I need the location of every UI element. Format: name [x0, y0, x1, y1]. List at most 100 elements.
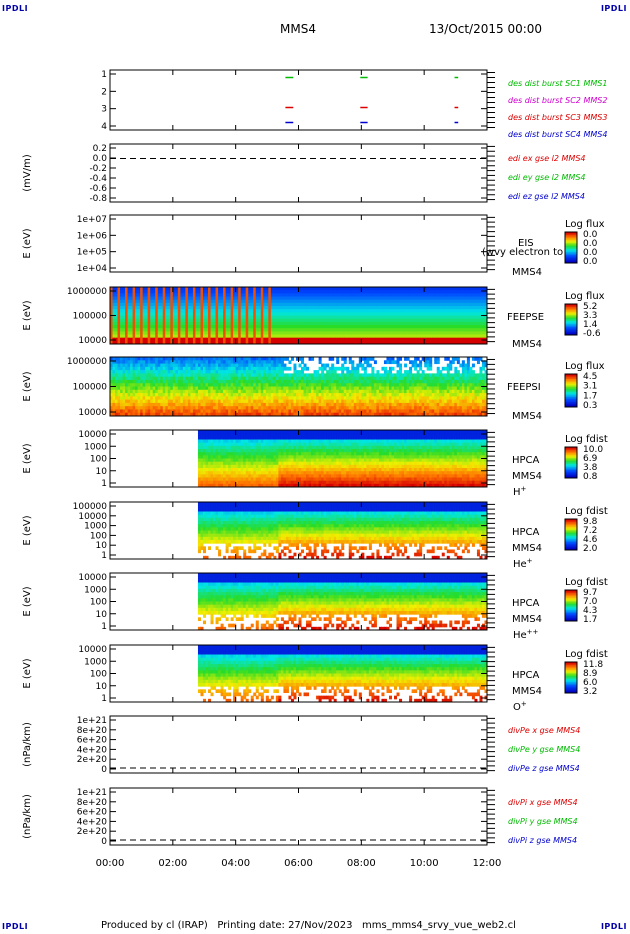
spectrogram-cell — [162, 306, 166, 310]
spectrogram-cell — [243, 337, 247, 342]
spectrogram-cell — [147, 290, 151, 294]
spectrogram-cell — [321, 315, 325, 320]
spectrogram-cell — [208, 325, 212, 329]
spectrogram-cell — [245, 290, 249, 294]
spectrogram-cell — [142, 340, 146, 345]
spectrogram-cell — [150, 328, 154, 332]
spectrogram-cell — [311, 357, 315, 361]
spectrogram-cell — [356, 370, 360, 374]
spectrogram-cell — [213, 287, 217, 291]
spectrogram-cell — [112, 299, 116, 304]
spectrogram-cell — [414, 360, 418, 365]
spectrogram-cell — [165, 321, 169, 326]
spectrogram-cell — [130, 331, 134, 335]
colorbar-segment — [565, 244, 577, 247]
spectrogram-cell — [120, 340, 124, 345]
spectrogram-cell — [185, 293, 189, 297]
spectrogram-cell — [265, 293, 269, 297]
spectrogram-cell — [301, 309, 305, 313]
spectrogram-cell — [145, 306, 149, 310]
spectrogram-cell — [170, 312, 174, 316]
spectrogram-cell — [152, 296, 156, 301]
spectrogram-cell — [263, 340, 267, 345]
spectrogram-cell — [255, 334, 259, 339]
spectrogram-cell — [127, 293, 131, 297]
spectrogram-cell — [150, 293, 154, 297]
spectrogram-cell — [182, 331, 186, 335]
spectrogram-cell — [202, 293, 206, 297]
spectrogram-cell — [187, 290, 191, 294]
spectrogram-cell — [160, 340, 164, 345]
spectrogram-cell — [117, 306, 121, 310]
spectrogram-cell — [140, 321, 144, 326]
colorbar-segment — [565, 258, 577, 261]
spectrogram-cell — [283, 321, 287, 326]
spectrogram-cell — [290, 328, 294, 332]
spectrogram-cell — [278, 287, 282, 291]
spectrogram-cell — [162, 315, 166, 320]
spectrogram-cell — [250, 331, 254, 335]
colorbar-segment — [565, 250, 577, 253]
spectrogram-cell — [122, 337, 126, 342]
spectrogram-cell — [167, 321, 171, 326]
spectrogram-cell — [190, 337, 194, 342]
spectrogram-cell — [187, 331, 191, 335]
spectrogram-cell — [142, 302, 146, 307]
series-legend: edi ey gse l2 MMS4 — [508, 173, 586, 182]
spectrogram-cell — [321, 296, 325, 301]
spectrogram-cell — [250, 302, 254, 307]
spectrogram-cell — [110, 334, 114, 339]
spectrogram-cell — [182, 337, 186, 342]
spectrogram-cell — [321, 337, 325, 342]
spectrogram-cell — [295, 318, 299, 323]
spectrogram-cell — [157, 328, 161, 332]
spectrogram-cell — [230, 337, 234, 342]
spectrogram-cell — [306, 312, 310, 316]
spectrogram-cell — [167, 287, 171, 291]
spectrogram-cell — [323, 306, 327, 310]
spectrogram-cell — [285, 315, 289, 320]
spectrogram-cell — [238, 293, 242, 297]
spectrogram-cell — [205, 321, 209, 326]
spectrogram-cell — [172, 299, 176, 304]
spectrogram-cell — [197, 334, 201, 339]
spectrogram-cell — [295, 328, 299, 332]
spectrogram-cell — [213, 312, 217, 316]
spectrogram-cell — [318, 360, 322, 365]
spectrogram-cell — [152, 299, 156, 304]
spectrogram-cell — [117, 334, 121, 339]
spectrogram-cell — [172, 306, 176, 310]
spectrogram-cell — [215, 318, 219, 323]
spectrogram-cell — [240, 318, 244, 323]
spectrogram-cell — [200, 325, 204, 329]
spectrogram-cell — [117, 340, 121, 345]
colorbar-segment — [565, 247, 577, 250]
spectrogram-cell — [323, 337, 327, 342]
spectrogram-cell — [220, 296, 224, 301]
spectrogram-cell — [172, 334, 176, 339]
spectrogram-cell — [301, 315, 305, 320]
spectrogram-cell — [200, 312, 204, 316]
spectrogram-cell — [112, 293, 116, 297]
spectrogram-cell — [177, 293, 181, 297]
spectrogram-cell — [200, 290, 204, 294]
spectrogram-cell — [132, 306, 136, 310]
eis-tick-label: 1e+05 — [77, 248, 107, 258]
spectrogram-cell — [268, 334, 272, 339]
spectrogram-cell — [213, 309, 217, 313]
spectrogram-cell — [205, 299, 209, 304]
spectrogram-cell — [187, 321, 191, 326]
spectrogram-cell — [197, 315, 201, 320]
spectrogram-cell — [298, 325, 302, 329]
spectrogram-cell — [275, 318, 279, 323]
spectrogram-cell — [157, 337, 161, 342]
spectrogram-cell — [117, 302, 121, 307]
spectrogram-cell — [318, 302, 322, 307]
spectrogram-cell — [245, 315, 249, 320]
spectrogram-cell — [308, 331, 312, 335]
spectrogram-cell — [238, 309, 242, 313]
spectrogram-cell — [182, 302, 186, 307]
spectrogram-cell — [218, 299, 222, 304]
spectrogram-cell — [197, 321, 201, 326]
